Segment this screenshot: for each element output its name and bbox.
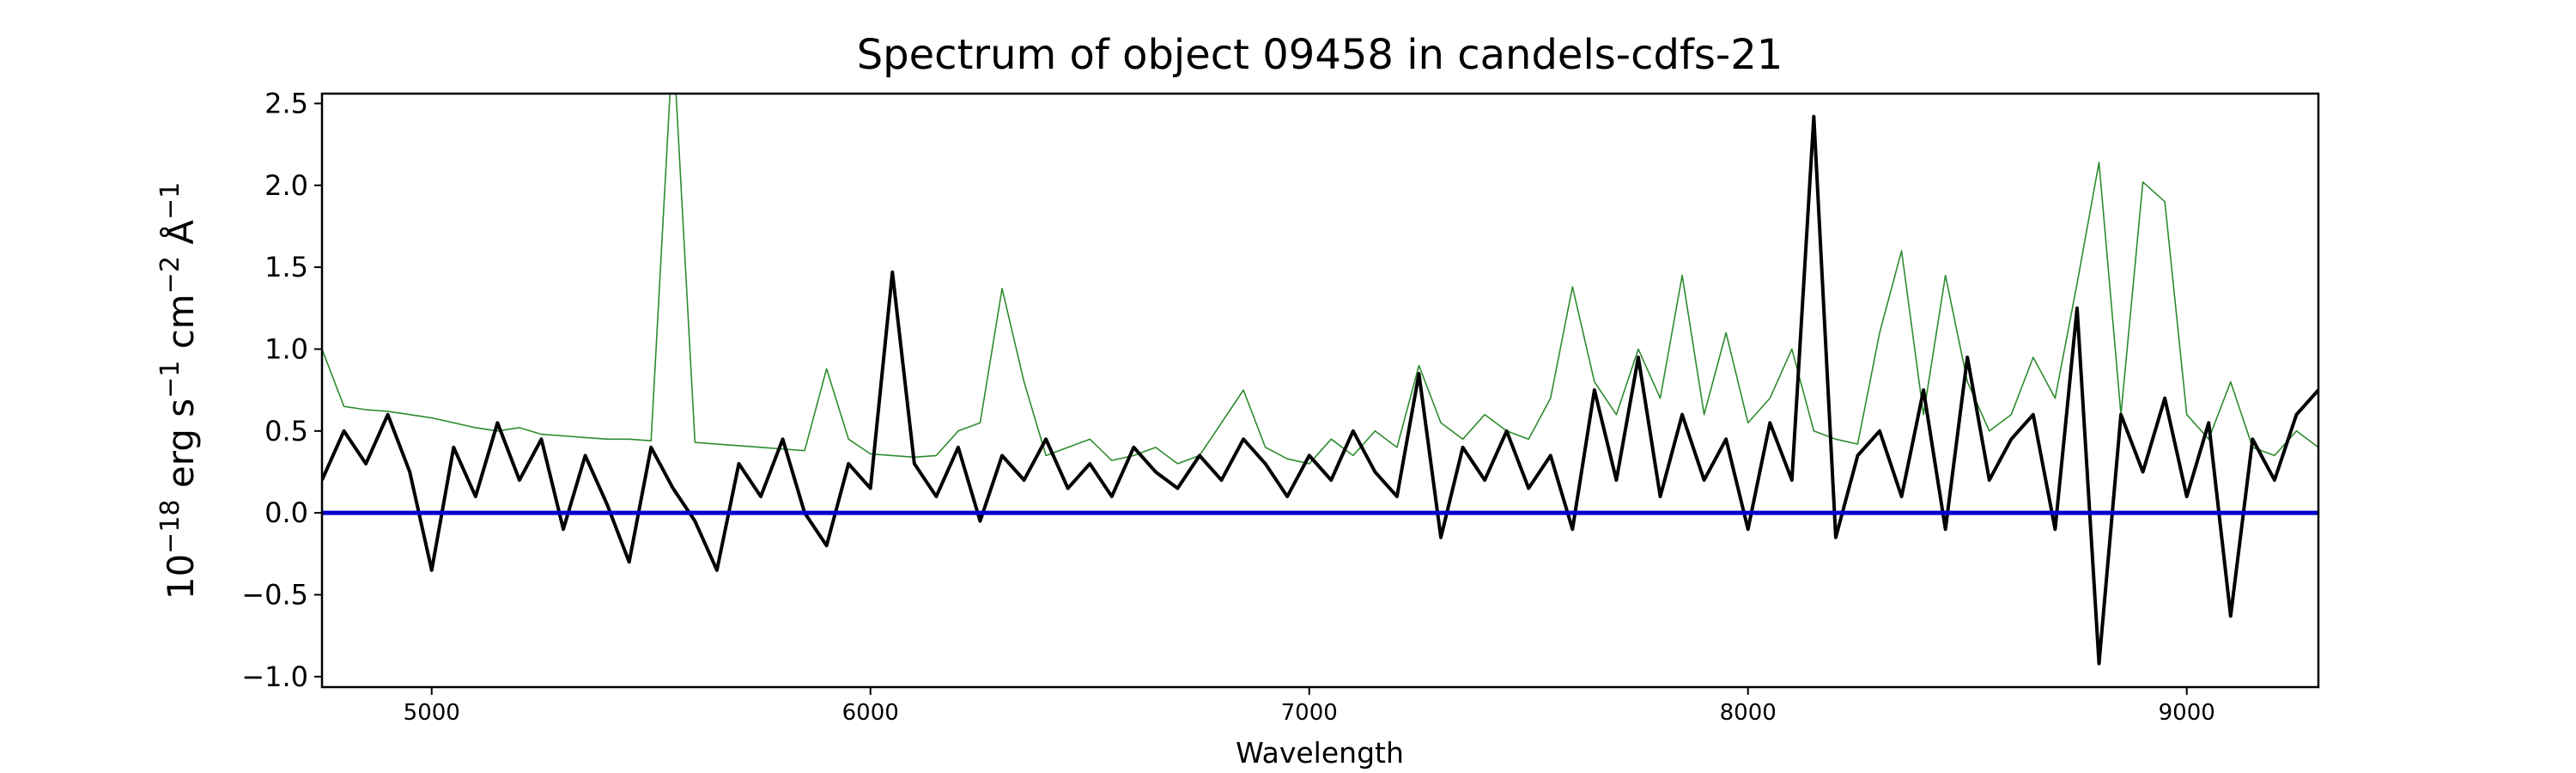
plot-area — [322, 94, 2318, 666]
y-tick-label: 1.0 — [264, 332, 308, 365]
y-axis-label: 10−18 erg s−1 cm−2 Å−1 — [155, 182, 203, 600]
y-axis-label-part: cm — [160, 294, 202, 360]
spectrum-line — [322, 114, 2318, 666]
y-tick-label: −0.5 — [241, 578, 308, 611]
spectrum-line — [322, 94, 2318, 465]
x-tick-label: 8000 — [1720, 700, 1777, 726]
y-axis-label-part: Å — [159, 220, 202, 256]
x-tick-label: 7000 — [1281, 700, 1338, 726]
y-tick-label: 2.5 — [264, 87, 308, 119]
x-tick-label: 9000 — [2159, 700, 2215, 726]
chart-title: Spectrum of object 09458 in candels-cdfs… — [857, 31, 1783, 79]
y-axis-label-part: −1 — [155, 182, 185, 220]
y-axis-label-part: −1 — [155, 361, 185, 399]
y-axis-label-part: erg s — [160, 399, 202, 500]
y-tick-label: 1.5 — [264, 251, 308, 283]
y-tick-label: −1.0 — [241, 660, 308, 693]
x-axis-label: Wavelength — [1236, 736, 1404, 770]
y-tick-label: 2.0 — [264, 169, 308, 202]
y-tick-label: 0.0 — [264, 496, 308, 529]
y-axis-label-part: −2 — [155, 256, 185, 294]
y-tick-label: 0.5 — [264, 415, 308, 447]
y-axis-label-part: 10 — [160, 554, 202, 600]
x-tick-label: 6000 — [842, 700, 899, 726]
plot-frame — [320, 92, 2320, 689]
x-tick-label: 5000 — [404, 700, 460, 726]
y-axis-label-part: −18 — [155, 500, 185, 554]
